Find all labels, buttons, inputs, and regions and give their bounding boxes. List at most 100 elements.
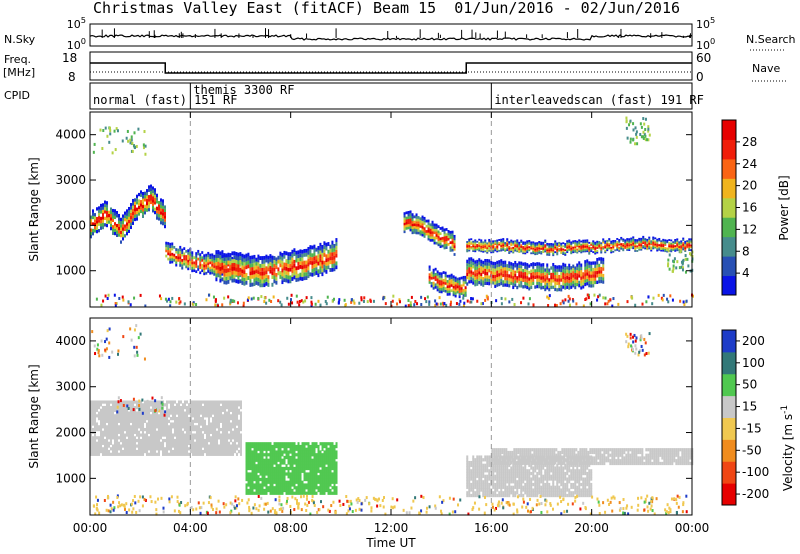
power-cell [502, 280, 505, 284]
power-cell [259, 267, 262, 272]
velocity-cell [232, 433, 234, 437]
velocity-cell [204, 400, 206, 404]
power-cell [169, 300, 172, 304]
velocity-cell [140, 449, 142, 454]
power-cell [536, 249, 539, 252]
power-cell [642, 135, 645, 139]
velocity-cell [311, 488, 314, 493]
velocity-cell [224, 430, 226, 434]
velocity-cell [238, 422, 240, 426]
power-cell [520, 268, 523, 272]
velocity-cell [108, 403, 110, 407]
power-cell [417, 223, 420, 227]
velocity-cell [214, 430, 216, 434]
power-cell [427, 219, 430, 223]
power-cell [518, 244, 521, 247]
velocity-cell [295, 453, 298, 457]
power-cell [542, 276, 545, 280]
velocity-cell [98, 449, 100, 454]
power-cell [484, 245, 487, 248]
velocity-cell [230, 422, 232, 426]
velocity-cell [263, 488, 266, 493]
power-cell [327, 249, 330, 254]
power-cell [513, 303, 516, 307]
velocity-cell [271, 464, 274, 468]
power-cell [235, 259, 238, 264]
power-cell [574, 269, 577, 273]
velocity-cell [224, 414, 226, 418]
velocity-cell [311, 483, 314, 487]
power-cell [512, 240, 515, 243]
power-cell [231, 270, 234, 275]
power-cell [335, 241, 338, 246]
power-cell [409, 213, 412, 216]
power-cell [152, 202, 154, 206]
power-cell [307, 266, 310, 271]
velocity-cell [90, 444, 92, 448]
power-cell [237, 275, 240, 280]
power-cell [480, 269, 483, 273]
power-cell [118, 226, 120, 231]
power-cell [139, 293, 142, 297]
power-cell [104, 207, 106, 211]
power-cell [179, 258, 182, 262]
velocity-cell [194, 405, 196, 410]
velocity-cell [170, 436, 172, 440]
power-cell [411, 223, 414, 227]
velocity-cell [214, 400, 216, 404]
power-cell [335, 238, 338, 242]
velocity-cell [90, 452, 92, 456]
velocity-cell [186, 405, 188, 410]
power-cell [297, 258, 300, 263]
power-cell [130, 219, 132, 223]
velocity-cell [311, 477, 314, 482]
power-cell [436, 278, 439, 281]
velocity-cell [259, 488, 262, 493]
velocity-cell [226, 403, 228, 407]
velocity-cell [251, 455, 254, 460]
velocity-cell [146, 427, 148, 432]
velocity-cell [178, 447, 180, 451]
power-cell [245, 261, 248, 266]
power-cell [550, 276, 553, 280]
velocity-cell [275, 466, 278, 471]
power-cell [592, 251, 595, 254]
velocity-cell [162, 452, 164, 456]
power-cell [150, 200, 152, 205]
power-cell [486, 248, 489, 251]
power-cell [646, 246, 649, 249]
velocity-cell [186, 411, 188, 415]
power-cell [596, 274, 599, 278]
power-cell [321, 264, 324, 269]
velocity-cell [216, 414, 218, 418]
velocity-cell [202, 411, 204, 415]
velocity-cell [220, 444, 222, 448]
power-cell [534, 275, 537, 280]
velocity-cell [158, 441, 160, 445]
power-cell [582, 239, 585, 242]
power-cell [670, 250, 673, 253]
power-cell [486, 247, 489, 249]
power-cell [660, 243, 663, 246]
power-cell [96, 229, 98, 234]
power-cell [488, 275, 491, 279]
power-cell [558, 287, 561, 292]
power-cell [502, 273, 505, 278]
velocity-cell [251, 486, 254, 490]
power-cell [183, 255, 186, 258]
power-cell [592, 280, 595, 285]
power-cell [466, 299, 469, 303]
velocity-cell [216, 403, 218, 407]
power-cell [488, 281, 491, 286]
velocity-cell [130, 452, 132, 456]
power-cell [685, 299, 688, 303]
power-cell [286, 296, 289, 300]
velocity-cell [313, 472, 316, 476]
velocity-cell [112, 433, 114, 437]
velocity-cell [303, 444, 306, 449]
power-cell [249, 263, 252, 268]
velocity-cell [146, 416, 148, 421]
power-cell [130, 138, 133, 142]
velocity-cell [154, 447, 156, 451]
power-cell [478, 261, 481, 265]
